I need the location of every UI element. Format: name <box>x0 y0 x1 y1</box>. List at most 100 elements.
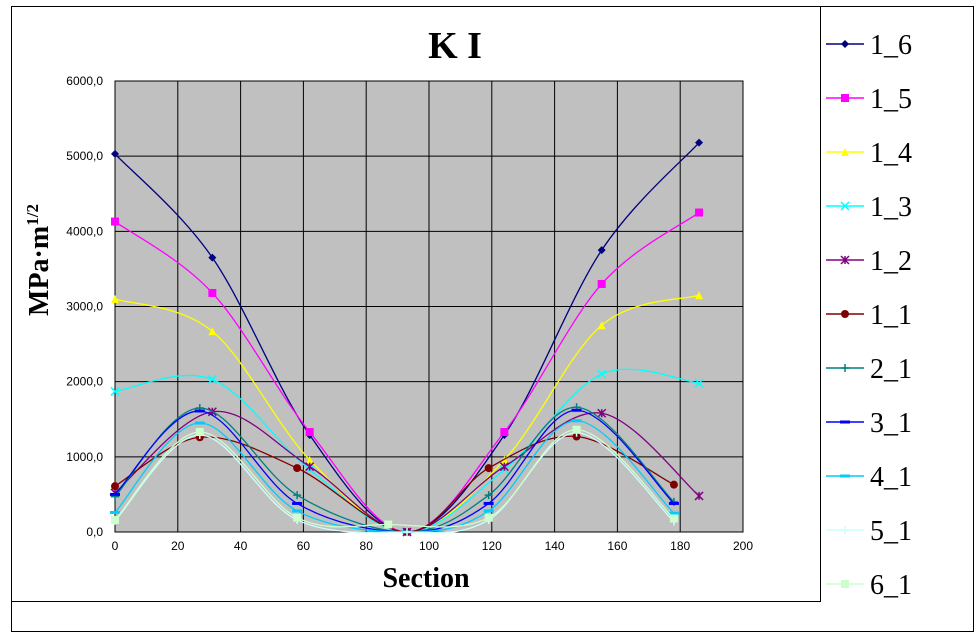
y-tick-label: 6000,0 <box>66 74 103 88</box>
y-axis-label-group: MPa·m1/2 <box>23 204 55 316</box>
data-point <box>695 208 704 217</box>
data-point <box>293 464 302 473</box>
x-tick-label: 60 <box>297 539 311 553</box>
data-point <box>669 514 678 523</box>
legend-label: 1_2 <box>870 246 912 277</box>
data-point <box>292 501 303 505</box>
chart-title: K I <box>428 25 482 67</box>
data-point <box>292 509 303 513</box>
data-point <box>195 428 204 437</box>
data-point <box>305 455 314 464</box>
data-point <box>305 428 314 437</box>
y-tick-label: 1000,0 <box>66 450 103 464</box>
data-point <box>110 510 120 514</box>
legend-label: 1_4 <box>870 138 912 169</box>
y-axis-label-sup: 1/2 <box>23 204 42 226</box>
svg-text:MPa·m1/2: MPa·m1/2 <box>23 204 55 316</box>
legend-marker <box>841 40 849 48</box>
data-point <box>111 515 119 524</box>
data-point <box>194 409 205 413</box>
x-axis-label: Section <box>382 563 470 594</box>
data-point <box>668 511 679 515</box>
legend-marker <box>841 526 849 534</box>
data-point <box>499 462 509 472</box>
chart-frame <box>11 6 974 632</box>
legend-label: 1_5 <box>870 84 912 115</box>
legend-label: 4_1 <box>870 462 912 493</box>
legend-marker <box>841 94 849 102</box>
data-point <box>597 279 606 288</box>
legend-marker <box>840 420 850 424</box>
legend-marker <box>841 310 849 318</box>
data-point <box>111 149 119 158</box>
data-point <box>111 294 119 303</box>
data-point <box>111 217 119 226</box>
legend-marker <box>841 580 849 588</box>
y-tick-label: 5000,0 <box>66 149 103 163</box>
data-point <box>305 462 315 472</box>
y-tick-label: 4000,0 <box>66 224 103 238</box>
data-point <box>484 464 493 473</box>
legend-label: 1_3 <box>870 192 912 223</box>
legend-label: 3_1 <box>870 408 912 439</box>
chart-area <box>11 6 821 602</box>
data-point <box>597 408 607 418</box>
data-point <box>571 408 582 412</box>
data-point <box>194 421 205 425</box>
data-point <box>484 513 493 522</box>
data-point <box>695 291 704 300</box>
data-point <box>110 386 120 396</box>
x-tick-label: 40 <box>234 539 248 553</box>
data-point <box>597 369 607 379</box>
x-tick-label: 160 <box>607 539 627 553</box>
x-tick-label: 140 <box>545 539 565 553</box>
x-tick-label: 80 <box>360 539 374 553</box>
data-point <box>207 374 217 384</box>
legend-marker <box>841 148 849 156</box>
legend-marker <box>841 364 849 372</box>
data-point <box>484 491 493 500</box>
data-point <box>403 528 412 536</box>
y-axis-label: MPa·m <box>24 226 55 316</box>
data-point <box>384 520 393 529</box>
legend-marker <box>840 201 850 211</box>
data-point <box>694 378 704 388</box>
data-point <box>208 288 217 297</box>
data-point <box>208 253 217 262</box>
data-point <box>208 327 217 336</box>
x-tick-label: 0 <box>112 539 119 553</box>
x-tick-label: 20 <box>171 539 185 553</box>
x-tick-label: 100 <box>419 539 439 553</box>
legend-label: 1_1 <box>870 300 912 331</box>
data-point <box>571 419 582 423</box>
legend-label: 2_1 <box>870 354 912 385</box>
data-point <box>500 428 509 437</box>
data-point <box>597 246 606 255</box>
legend-label: 5_1 <box>870 516 912 547</box>
data-point <box>694 491 704 501</box>
data-point <box>293 513 302 522</box>
y-tick-label: 3000,0 <box>66 300 103 314</box>
plot-area: 0,0 1000,0 2000,0 3000,0 4000,0 5000,0 6000,0 0… <box>66 74 753 553</box>
y-tick-label: 0,0 <box>86 525 103 539</box>
data-point <box>572 425 581 434</box>
data-point <box>695 138 704 147</box>
data-point <box>669 480 678 489</box>
data-point <box>483 501 494 505</box>
x-tick-label: 200 <box>733 539 753 553</box>
data-point <box>483 509 494 513</box>
legend-label: 6_1 <box>870 570 912 601</box>
legend-marker <box>840 255 850 265</box>
y-tick-label: 2000,0 <box>66 375 103 389</box>
data-point <box>597 321 606 330</box>
legend: 1_6 1_5 1_4 1_3 1_2 1_1 2_1 3_1 4_1 5_1 6_1 <box>826 30 912 601</box>
x-tick-label: 180 <box>670 539 690 553</box>
x-tick-label: 120 <box>482 539 502 553</box>
data-point <box>293 491 302 500</box>
data-point <box>668 501 679 505</box>
legend-label: 1_6 <box>870 30 912 61</box>
data-point <box>111 482 119 491</box>
data-point <box>110 492 120 496</box>
legend-marker <box>840 474 850 478</box>
